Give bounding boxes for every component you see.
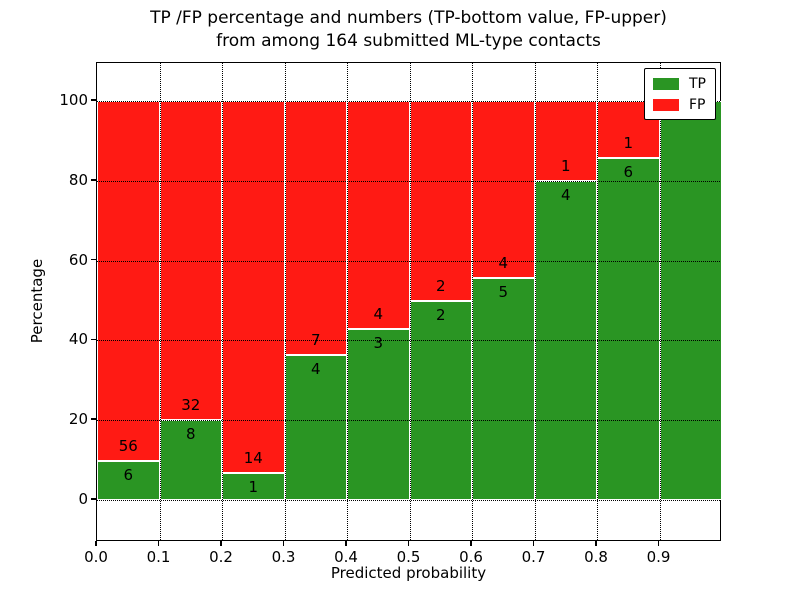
vertical-gridline [472,63,473,540]
bar-fp-segment [347,101,410,329]
bar-tp-segment [472,278,535,500]
y-axis-tick [91,338,96,341]
chart-title-line2: from among 164 submitted ML-type contact… [216,31,601,51]
bar-tp-count-label: 6 [623,163,634,181]
vertical-gridline [222,63,223,540]
vertical-gridline [597,63,598,540]
bar-fp-count-label: 14 [243,449,263,468]
y-axis-tick [91,179,96,181]
y-tick-label: 100 [59,91,88,109]
horizontal-gridline [97,340,720,342]
vertical-gridline [347,63,348,540]
bar-fp-count-label: 4 [373,305,384,323]
legend-label-fp: FP [689,96,706,113]
x-axis-tick [157,541,160,546]
bar-fp-count-label: 1 [560,156,571,175]
bar-tp-count-label: 6 [123,466,134,485]
chart-title: TP /FP percentage and numbers (TP-bottom… [96,7,721,53]
x-axis-tick [282,541,285,546]
bar-fp-segment [222,101,285,474]
horizontal-gridline [97,180,720,182]
bar-tp-count-label: 1 [248,478,259,497]
legend-swatch-tp [653,77,679,90]
x-axis-tick [532,541,535,546]
x-tick-label: 0.1 [146,548,171,566]
y-axis-tick [91,258,96,261]
bar-tp-count-label: 5 [498,283,509,302]
bar-fp-count-label: 7 [310,330,321,349]
y-axis-tick [91,418,96,420]
legend-entry: TP [653,73,706,94]
x-tick-label: 0.3 [271,548,296,566]
x-axis-tick [95,541,97,546]
bar-fp-segment [284,101,347,355]
x-tick-label: 0.8 [584,548,608,566]
legend: TP FP [644,68,716,120]
x-axis-tick [220,541,222,546]
bar-fp-count-label: 32 [181,396,201,415]
x-tick-label: 0.4 [334,548,358,566]
x-axis-tick [407,541,410,546]
y-axis-tick [91,99,96,101]
legend-label-tp: TP [689,75,706,92]
vertical-gridline [659,63,661,540]
bar-tp-segment [659,101,722,500]
bar-fp-count-label: 1 [623,134,634,152]
y-axis-tick [91,498,96,500]
bar-fp-count-label: 2 [435,276,446,295]
horizontal-gridline [97,101,720,102]
x-tick-label: 0.7 [521,548,546,566]
bar-tp-segment [97,461,160,500]
vertical-gridline [284,63,286,540]
vertical-gridline [409,63,411,540]
bar-tp-segment [409,300,472,500]
x-axis-label: Predicted probability [330,564,487,582]
bar-tp-count-label: 2 [435,305,446,324]
x-axis-tick [345,541,347,546]
bar-tp-segment [597,158,660,500]
bar-fp-segment [409,101,472,301]
x-tick-label: 0.9 [646,548,671,566]
x-tick-label: 0.5 [396,548,421,566]
legend-entry: FP [653,94,706,115]
bar-tp-segment [347,329,410,500]
bar-tp-count-label: 4 [560,185,571,204]
bar-tp-count-label: 3 [373,334,384,352]
x-axis-tick [657,541,660,546]
bar-fp-count-label: 56 [118,437,138,456]
y-tick-label: 60 [68,250,88,269]
bar-fp-segment [472,101,535,279]
x-tick-label: 0.0 [84,548,108,566]
vertical-gridline [159,63,161,540]
horizontal-gridline [97,500,720,501]
y-tick-label: 80 [68,170,88,189]
bar-tp-count-label: 4 [310,359,321,378]
y-tick-label: 0 [78,490,88,508]
x-axis-tick [470,541,472,546]
x-tick-label: 0.2 [209,548,233,566]
vertical-gridline [534,63,536,540]
bar-tp-segment [222,473,285,500]
x-tick-label: 0.6 [459,548,483,566]
x-axis-tick [595,541,597,546]
chart-title-line1: TP /FP percentage and numbers (TP-bottom… [150,8,667,28]
bar-fp-count-label: 4 [498,254,509,273]
y-tick-label: 40 [68,330,88,349]
horizontal-gridline [97,260,720,262]
y-tick-label: 20 [68,410,88,429]
bar-tp-count-label: 8 [185,425,196,444]
legend-swatch-fp [653,98,679,111]
bar-fp-segment [97,101,160,462]
horizontal-gridline [97,420,720,422]
